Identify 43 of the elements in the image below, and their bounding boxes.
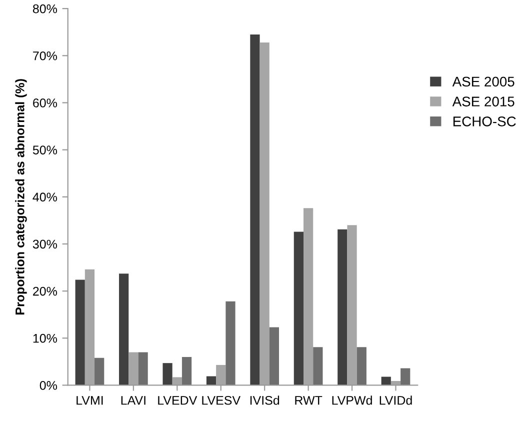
bar (269, 327, 280, 386)
bar (313, 347, 323, 386)
y-tick-label: 10% (33, 334, 57, 343)
bar (75, 280, 85, 386)
x-tick-label: LVESV (202, 396, 241, 405)
bar (138, 352, 148, 386)
x-tick-label: LAVI (121, 396, 146, 405)
bar (172, 377, 182, 386)
y-axis-title: Proportion categorized as abnormal (%) (15, 79, 27, 314)
legend-label: ECHO-SC (453, 116, 516, 126)
bar (338, 229, 348, 386)
y-tick-label: 30% (32, 240, 57, 249)
legend-label: ASE 2015 (452, 96, 514, 106)
bar (182, 356, 192, 386)
bar (381, 376, 391, 386)
bar (303, 208, 314, 386)
bar (162, 363, 172, 386)
bar (347, 225, 357, 386)
x-tick-label: LVPWd (332, 396, 372, 405)
bar (94, 358, 104, 386)
bar (119, 274, 129, 386)
y-tick-label: 20% (33, 286, 57, 296)
bar (128, 352, 138, 386)
y-tick-label: 50% (32, 146, 57, 154)
x-tick-label: IVISd (250, 396, 280, 405)
x-tick-label: RWT (295, 396, 322, 405)
x-tick-label: LVMI (76, 396, 103, 405)
bar (294, 232, 304, 386)
bar (400, 368, 410, 386)
bar (226, 301, 236, 386)
y-tick-label: 0% (40, 381, 57, 390)
legend-label: ASE 2005 (452, 76, 514, 87)
y-tick-label: 40% (32, 192, 57, 202)
bar (84, 269, 95, 386)
y-tick-label: 80% (32, 4, 57, 14)
bar (250, 34, 260, 386)
x-tick-label: LVEDV (158, 396, 198, 405)
x-tick-label: LVIDd (380, 396, 412, 405)
y-tick-label: 70% (33, 51, 57, 60)
bar (216, 364, 226, 386)
y-tick-label: 60% (33, 98, 57, 108)
bar (260, 42, 270, 386)
bar (356, 347, 366, 386)
